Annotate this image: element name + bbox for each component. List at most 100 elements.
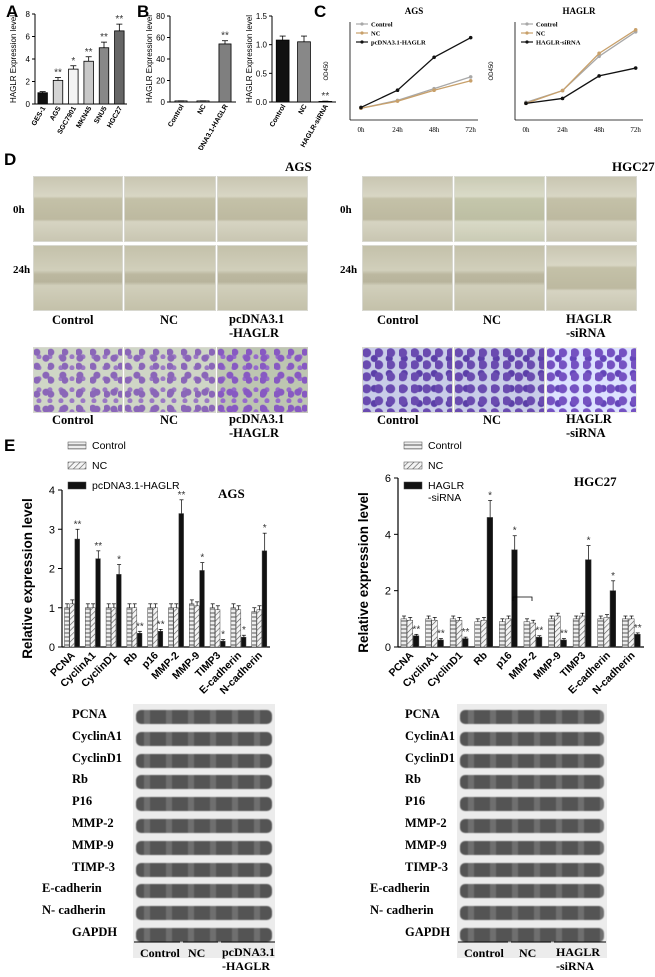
bar bbox=[406, 619, 414, 648]
bar bbox=[199, 570, 205, 648]
blot-label-ags: PCNA bbox=[72, 707, 107, 721]
data-point bbox=[597, 51, 601, 56]
blot-label-hgc: N- cadherin bbox=[370, 903, 434, 918]
blot-band-row-hgc bbox=[460, 840, 604, 855]
bar bbox=[480, 619, 487, 648]
blot-band-row-ags bbox=[136, 753, 272, 768]
legend-swatch bbox=[403, 441, 423, 450]
data-point bbox=[633, 66, 638, 70]
bar bbox=[275, 39, 290, 103]
bar bbox=[499, 621, 506, 648]
x-tick-label: 0h bbox=[357, 126, 365, 134]
transwell-hgc-nc bbox=[454, 347, 545, 413]
x-tick-label: 72h bbox=[465, 126, 476, 134]
x-tick-label: MKN45 bbox=[75, 105, 93, 129]
chart-title: HGC27 bbox=[574, 474, 617, 489]
bar bbox=[572, 618, 580, 648]
bar bbox=[413, 635, 420, 648]
data-point bbox=[524, 101, 528, 106]
sig-mark: ** bbox=[634, 623, 642, 634]
chart-A: 02468GES-1**AGS*SGC7901**MKN45**SNU5**HG… bbox=[9, 10, 127, 136]
top-charts: 02468GES-1**AGS*SGC7901**MKN45**SNU5**HG… bbox=[9, 6, 643, 150]
blot-label-hgc: TIMP-3 bbox=[405, 859, 449, 874]
bar bbox=[400, 618, 407, 648]
bar bbox=[137, 633, 143, 648]
legend-marker-square bbox=[360, 31, 364, 35]
data-point bbox=[432, 88, 436, 93]
d2-ags-col-nc: NC bbox=[160, 413, 179, 427]
data-point bbox=[395, 88, 400, 93]
bar bbox=[486, 517, 493, 648]
bar bbox=[511, 549, 518, 648]
time-24h-hgc: 24h bbox=[340, 264, 358, 276]
y-tick-label: 4 bbox=[26, 55, 31, 64]
transwell-ags-pcdna bbox=[217, 347, 308, 413]
bar bbox=[220, 640, 226, 648]
bar bbox=[431, 619, 438, 648]
legend-label: HAGLR bbox=[428, 480, 465, 492]
legend-label: -siRNA bbox=[428, 492, 461, 504]
blot-band-row-ags bbox=[136, 775, 272, 790]
y-axis-title: Relative expression level bbox=[20, 498, 35, 659]
blot-label-hgc: MMP-2 bbox=[405, 816, 447, 830]
time-0h-ags: 0h bbox=[13, 204, 25, 216]
d2-hgc-col-nc: NC bbox=[483, 413, 502, 427]
panel-label-d: D bbox=[4, 150, 17, 169]
bar bbox=[579, 615, 586, 648]
y-tick-label: 0.5 bbox=[256, 69, 268, 78]
legend-marker-circle bbox=[525, 40, 529, 44]
sig-mark: ** bbox=[54, 68, 62, 79]
bar bbox=[437, 639, 444, 648]
x-tick-label: 24h bbox=[557, 126, 568, 134]
blot-label-hgc: E-cadherin bbox=[370, 881, 430, 896]
blot-band-row-ags bbox=[136, 731, 272, 746]
blot-label-ags: N- cadherin bbox=[42, 903, 106, 918]
legend-label: HAGLR-siRNA bbox=[536, 40, 581, 47]
blot-label-ags: CyclinD1 bbox=[72, 750, 122, 765]
bar bbox=[241, 636, 247, 648]
y-tick-label: 20 bbox=[156, 77, 165, 86]
blot-label-hgc: PCNA bbox=[405, 707, 440, 721]
blot-band-row-hgc bbox=[460, 819, 604, 833]
series-line bbox=[360, 80, 471, 109]
blot-label-hgc: Rb bbox=[405, 772, 421, 787]
bar bbox=[194, 605, 200, 648]
bar bbox=[529, 622, 537, 648]
transwell-hgc-sirna bbox=[546, 347, 637, 413]
bar bbox=[178, 513, 184, 648]
y-axis-title: HAGLR Expression level bbox=[245, 15, 254, 103]
bar bbox=[609, 590, 616, 648]
blot-band-row-ags bbox=[136, 819, 272, 833]
d2-ags-col-control: Control bbox=[52, 413, 94, 427]
transwell-ags-control bbox=[33, 347, 123, 413]
blot-label-hgc: CyclinD1 bbox=[405, 750, 455, 765]
wound-ags-pcdna-0h bbox=[217, 176, 308, 242]
blot-label-hgc: P16 bbox=[405, 794, 426, 809]
y-tick-label: 0 bbox=[161, 98, 166, 107]
y-tick-label: 0 bbox=[26, 100, 31, 109]
legend-swatch bbox=[67, 461, 87, 470]
data-point bbox=[432, 55, 436, 60]
blot-hgc-group-sirna: HAGLR -siRNA bbox=[556, 945, 601, 973]
blot-band-row-hgc bbox=[460, 753, 604, 768]
y-axis-title: OD450 bbox=[489, 61, 495, 81]
sig-mark: ** bbox=[157, 619, 165, 630]
bar bbox=[83, 60, 94, 105]
blot-label-hgc: GAPDH bbox=[405, 925, 451, 939]
bar bbox=[173, 607, 179, 648]
wound-ags-nc-0h bbox=[124, 176, 216, 242]
blot-band-row-hgc bbox=[460, 906, 604, 921]
y-tick-label: 4 bbox=[385, 529, 391, 541]
bar bbox=[449, 618, 457, 648]
y-tick-label: 8 bbox=[26, 10, 31, 19]
y-tick-label: 0 bbox=[49, 642, 55, 654]
bar bbox=[634, 634, 641, 648]
wound-hgc-sirna-0h bbox=[546, 176, 637, 242]
bar bbox=[209, 607, 216, 648]
x-tick-label: SNU5 bbox=[93, 105, 108, 125]
y-axis-title: Relative expression level bbox=[356, 492, 371, 653]
blot-hgc-group-nc: NC bbox=[519, 946, 537, 960]
blot-ags-group-pcdna: pcDNA3.1 -HAGLR bbox=[222, 945, 275, 973]
